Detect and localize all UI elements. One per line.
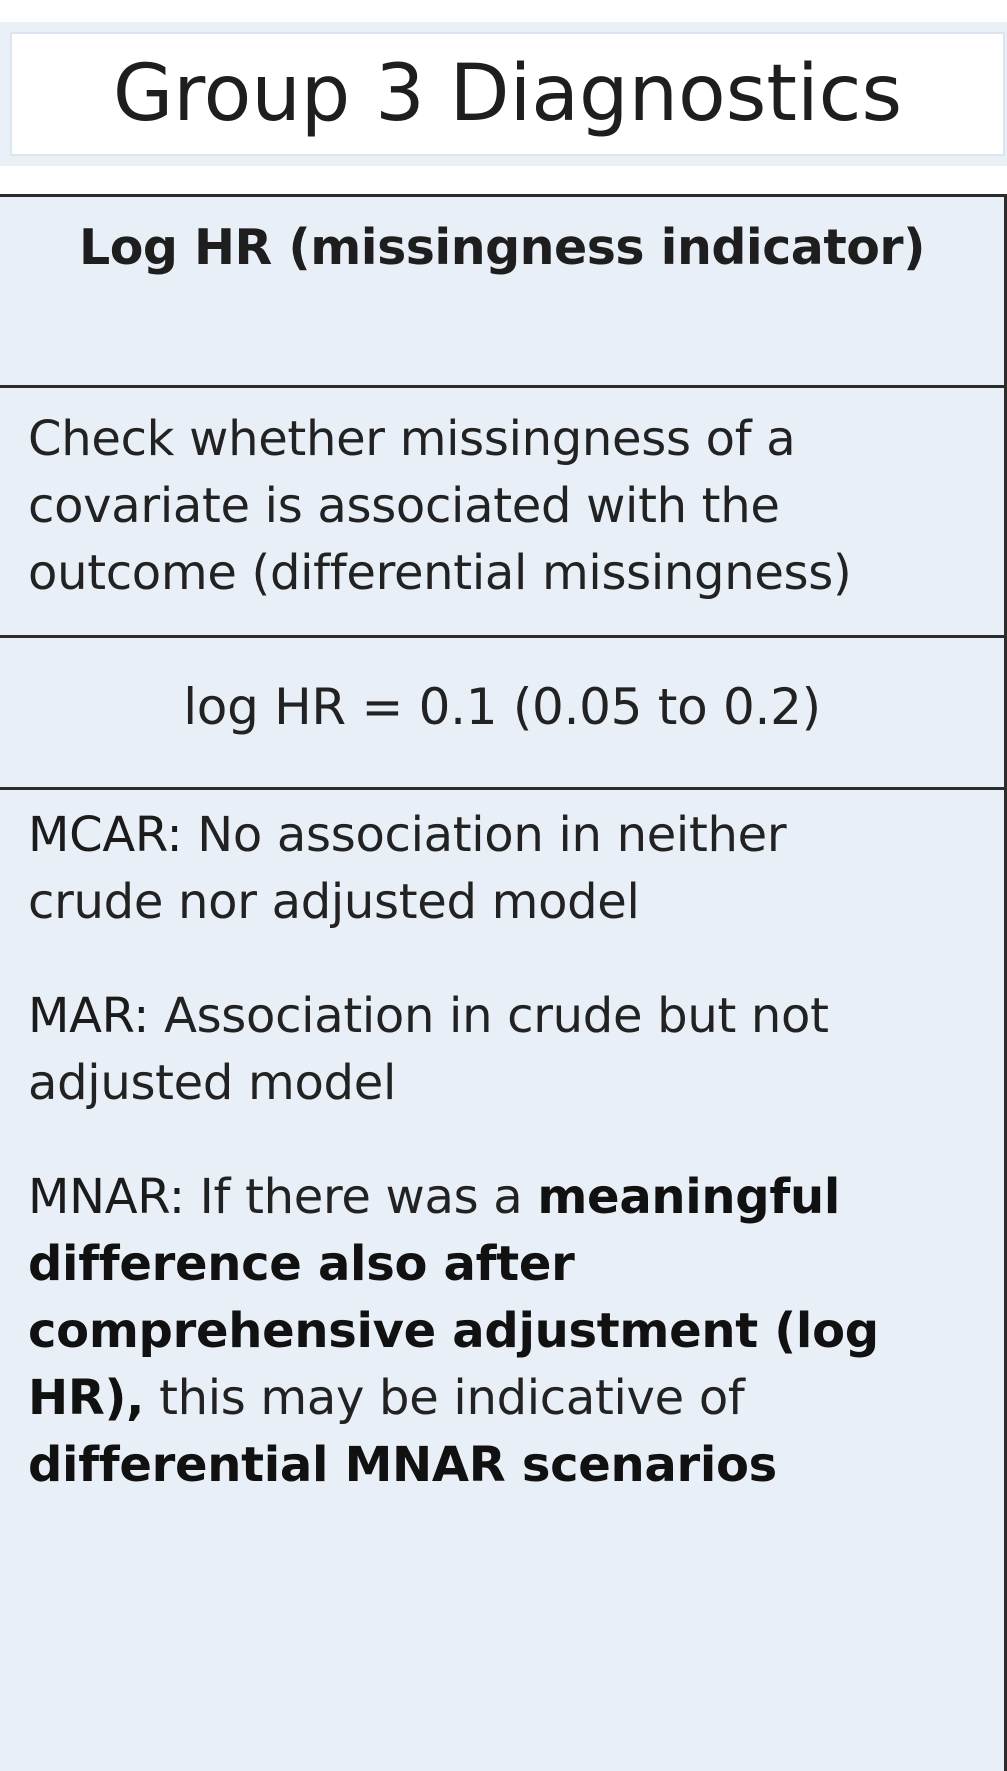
mar-text: Association in crude but not adjusted mo… [28,988,829,1111]
mnar-text-1: If there was a [184,1169,538,1225]
mar-label: MAR: [28,988,150,1044]
mcar-text: No association in neither crude nor adju… [28,807,787,930]
title-band: Group 3 Diagnostics [0,22,1007,166]
table-header-row: Log HR (missingness indicator) [0,197,1004,385]
title-box: Group 3 Diagnostics [10,32,1005,156]
value-row: log HR = 0.1 (0.05 to 0.2) [0,638,1004,787]
row-divider [0,635,1004,638]
mnar-emphasis-1: meaningful difference also after compreh… [28,1169,879,1426]
mnar-paragraph: MNAR: If there was a meaningful differen… [28,1164,958,1499]
mar-paragraph: MAR: Association in crude but not adjust… [28,983,928,1117]
page-title: Group 3 Diagnostics [112,49,903,139]
diagnostics-table: Log HR (missingness indicator) Check whe… [0,194,1007,1771]
row-divider [0,787,1004,790]
purpose-text: Check whether missingness of a covariate… [28,411,852,601]
value-text: log HR = 0.1 (0.05 to 0.2) [183,678,821,736]
mnar-label: MNAR: [28,1169,185,1225]
row-divider [0,385,1004,388]
table-header: Log HR (missingness indicator) [79,219,925,276]
mcar-paragraph: MCAR: No association in neither crude no… [28,802,888,936]
purpose-row: Check whether missingness of a covariate… [0,388,1004,635]
interpretation-row: MCAR: No association in neither crude no… [0,790,1004,1770]
mcar-label: MCAR: [28,807,183,863]
mnar-text-2: this may be indicative of [144,1370,745,1426]
mnar-emphasis-2: differential MNAR scenarios [28,1437,777,1493]
